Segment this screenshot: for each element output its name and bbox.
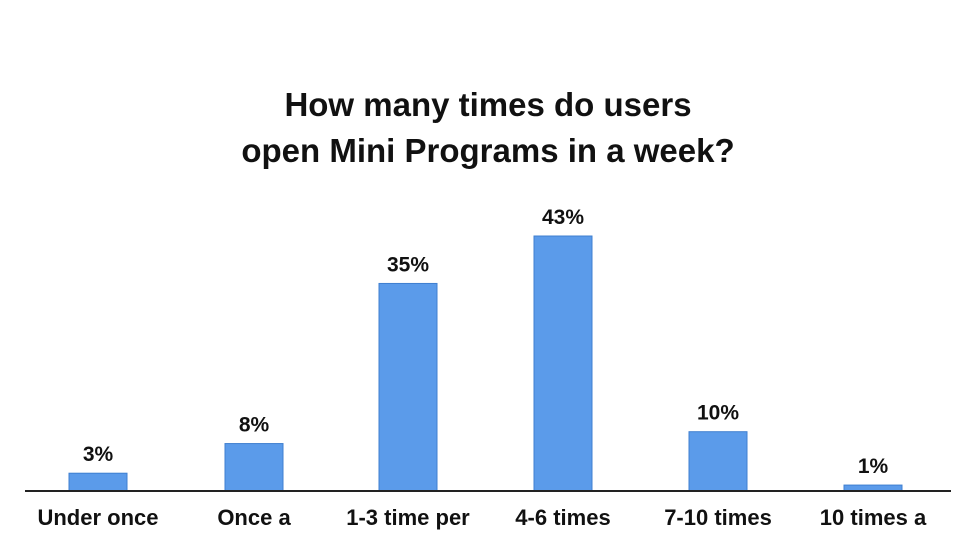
value-label-4: 10%: [697, 402, 739, 425]
category-label-2: 1-3 time per: [346, 505, 470, 530]
bar-1: [224, 443, 284, 492]
chart-title-line-2: open Mini Programs in a week?: [241, 132, 735, 169]
value-label-3: 43%: [542, 206, 584, 229]
value-label-5: 1%: [858, 455, 889, 478]
chart-title-line-1: How many times do users: [284, 86, 692, 123]
category-label-0: Under once: [37, 505, 158, 530]
value-label-0: 3%: [83, 443, 114, 466]
bar-3: [533, 235, 593, 492]
value-label-2: 35%: [387, 253, 429, 276]
category-label-3: 4-6 times: [515, 505, 610, 530]
category-label-1: Once a: [217, 505, 291, 530]
category-label-5: 10 times a: [820, 505, 927, 530]
value-label-1: 8%: [239, 414, 270, 437]
chart-title: How many times do users open Mini Progra…: [0, 82, 976, 174]
bar-0: [68, 472, 128, 492]
category-label-4: 7-10 times: [664, 505, 772, 530]
bar-2: [378, 282, 438, 492]
bar-4: [688, 431, 748, 492]
